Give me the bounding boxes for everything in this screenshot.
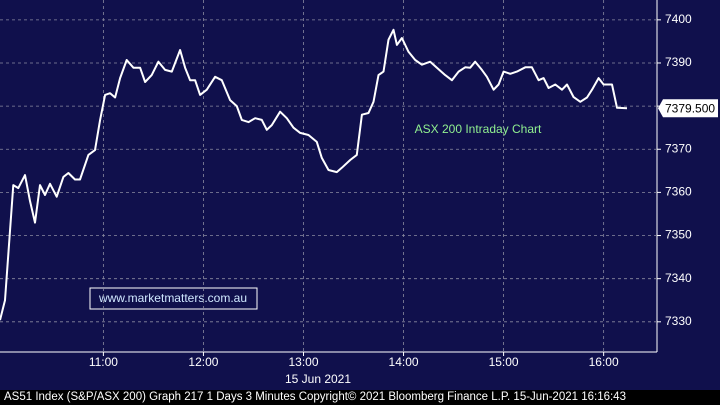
annotation: ASX 200 Intraday Chart — [415, 122, 542, 136]
background — [0, 0, 720, 390]
y-tick-label: 7330 — [665, 314, 692, 328]
last-value-tag — [658, 99, 718, 118]
x-tick-label: 16:00 — [589, 355, 619, 369]
y-tick-label: 7340 — [665, 271, 692, 285]
y-tick-label: 7400 — [665, 12, 692, 26]
x-tick-label: 11:00 — [89, 355, 118, 369]
footer-bar — [0, 390, 720, 405]
footer: AS51 Index (S&P/ASX 200) Graph 217 1 Day… — [4, 391, 626, 403]
y-tick-label: 7360 — [665, 185, 692, 199]
y-tick-label: 7390 — [665, 55, 692, 69]
y-tick-label: 7350 — [665, 228, 692, 242]
x-tick-label: 12:00 — [188, 355, 218, 369]
x-tick-label: 14:00 — [389, 355, 419, 369]
last-value-label: 7379.500 — [665, 101, 715, 115]
watermark-box — [89, 287, 258, 310]
price-line — [0, 28, 628, 321]
x-tick-label: 15:00 — [489, 355, 519, 369]
y-tick-label: 7370 — [665, 141, 692, 155]
x-axis-label: 15 Jun 2021 — [285, 372, 351, 386]
watermark: www.marketmatters.com.au — [98, 291, 247, 305]
x-tick-label: 13:00 — [288, 355, 318, 369]
